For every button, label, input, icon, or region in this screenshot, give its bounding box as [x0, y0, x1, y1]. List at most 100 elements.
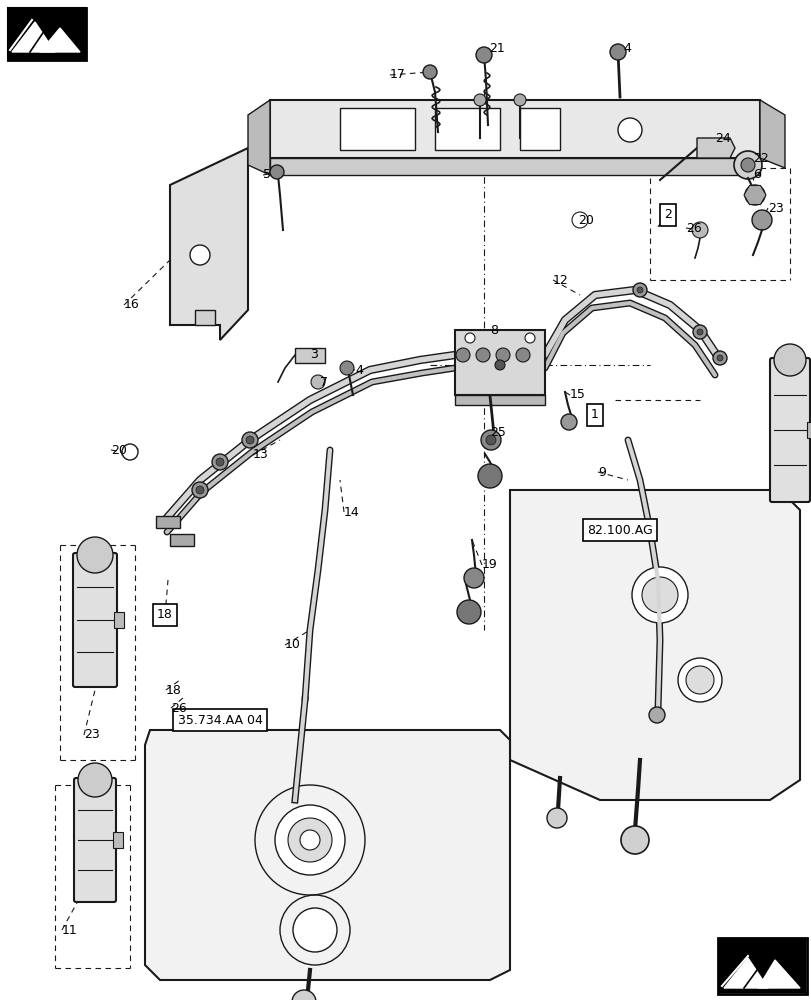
Circle shape	[77, 537, 113, 573]
Bar	[156, 516, 180, 528]
Circle shape	[293, 908, 337, 952]
Bar	[340, 108, 414, 150]
Bar	[719, 940, 804, 992]
Circle shape	[288, 818, 332, 862]
Text: 2: 2	[663, 209, 672, 222]
Text: 11: 11	[62, 924, 78, 936]
Circle shape	[212, 454, 228, 470]
Circle shape	[423, 65, 436, 79]
Polygon shape	[757, 960, 799, 988]
Circle shape	[515, 348, 530, 362]
Circle shape	[463, 568, 483, 588]
Circle shape	[246, 436, 254, 444]
Text: 6: 6	[752, 168, 760, 182]
Text: 7: 7	[320, 376, 328, 389]
Circle shape	[609, 44, 625, 60]
Text: 22: 22	[752, 151, 768, 164]
Polygon shape	[40, 28, 80, 52]
Circle shape	[242, 432, 258, 448]
Circle shape	[191, 482, 208, 498]
Text: 3: 3	[310, 349, 317, 361]
Circle shape	[633, 283, 646, 297]
Text: 12: 12	[552, 273, 568, 286]
Circle shape	[456, 348, 470, 362]
Text: 82.100.AG: 82.100.AG	[586, 524, 652, 536]
Polygon shape	[12, 22, 55, 52]
Circle shape	[685, 666, 713, 694]
Text: 9: 9	[597, 466, 605, 479]
Circle shape	[692, 325, 706, 339]
Circle shape	[474, 94, 486, 106]
FancyBboxPatch shape	[769, 358, 809, 502]
Bar	[113, 832, 122, 848]
Text: 24: 24	[714, 131, 730, 144]
Circle shape	[190, 245, 210, 265]
Bar	[195, 310, 215, 325]
Circle shape	[340, 361, 354, 375]
Text: 1: 1	[590, 408, 599, 422]
Circle shape	[486, 435, 496, 445]
Circle shape	[691, 222, 707, 238]
Text: 16: 16	[124, 298, 139, 312]
Text: 18: 18	[157, 608, 173, 621]
Bar	[294, 348, 324, 363]
Circle shape	[495, 360, 504, 370]
Circle shape	[642, 577, 677, 613]
Polygon shape	[270, 100, 759, 158]
Circle shape	[122, 444, 138, 460]
Text: 18: 18	[165, 684, 182, 696]
Circle shape	[475, 348, 489, 362]
Text: 20: 20	[111, 444, 127, 456]
Bar	[454, 395, 544, 405]
Text: 10: 10	[285, 639, 301, 652]
Circle shape	[677, 658, 721, 702]
Text: 19: 19	[482, 558, 497, 572]
FancyBboxPatch shape	[74, 778, 116, 902]
Text: 4: 4	[622, 41, 630, 54]
Circle shape	[744, 185, 764, 205]
FancyBboxPatch shape	[73, 553, 117, 687]
Text: 23: 23	[84, 728, 100, 742]
Circle shape	[620, 826, 648, 854]
Bar	[717, 938, 806, 994]
Circle shape	[496, 348, 509, 362]
Circle shape	[733, 151, 761, 179]
Circle shape	[475, 47, 491, 63]
Circle shape	[617, 118, 642, 142]
Polygon shape	[509, 490, 799, 800]
Circle shape	[311, 375, 324, 389]
Circle shape	[513, 94, 526, 106]
Bar	[454, 330, 544, 395]
Circle shape	[478, 464, 501, 488]
Text: 14: 14	[344, 506, 359, 518]
Text: 23: 23	[767, 202, 783, 215]
Bar	[806, 422, 811, 438]
Bar	[114, 612, 124, 628]
Circle shape	[78, 763, 112, 797]
Polygon shape	[270, 158, 759, 175]
Circle shape	[292, 990, 315, 1000]
Bar	[8, 8, 86, 60]
Text: 26: 26	[171, 702, 187, 714]
Bar	[435, 108, 500, 150]
Polygon shape	[743, 185, 765, 205]
Polygon shape	[247, 100, 270, 175]
Circle shape	[560, 414, 577, 430]
Circle shape	[299, 830, 320, 850]
Polygon shape	[696, 138, 734, 158]
Text: 5: 5	[263, 168, 271, 182]
Circle shape	[716, 355, 722, 361]
Text: 35.734.AA 04: 35.734.AA 04	[178, 714, 262, 726]
Text: 17: 17	[389, 68, 406, 82]
Circle shape	[465, 333, 474, 343]
Text: 26: 26	[685, 222, 701, 234]
Circle shape	[525, 333, 534, 343]
Circle shape	[270, 165, 284, 179]
Text: 4: 4	[354, 363, 363, 376]
Text: 15: 15	[569, 388, 586, 401]
Circle shape	[195, 486, 204, 494]
Circle shape	[712, 351, 726, 365]
Circle shape	[216, 458, 224, 466]
Circle shape	[571, 212, 587, 228]
Text: 8: 8	[489, 324, 497, 336]
